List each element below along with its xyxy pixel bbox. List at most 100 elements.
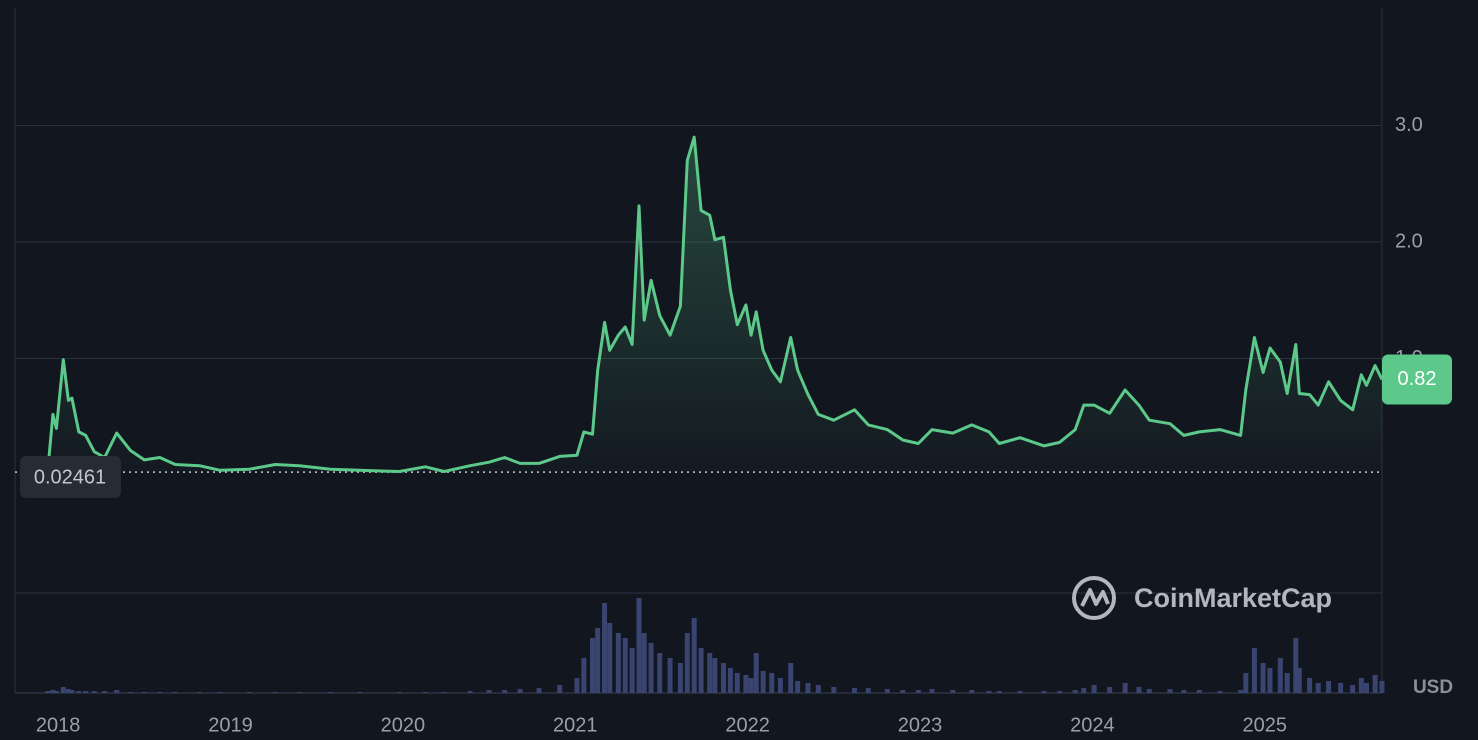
volume-bar (83, 691, 89, 693)
volume-bar (196, 692, 202, 693)
volume-bar (217, 692, 223, 693)
volume-bar (1081, 688, 1087, 693)
volume-bar (127, 692, 133, 693)
volume-bar (1041, 691, 1047, 693)
volume-bar (753, 653, 759, 693)
baseline-label: 0.02461 (34, 466, 106, 488)
volume-bar (502, 690, 508, 693)
volume-bar (636, 598, 642, 693)
volume-bar (641, 633, 647, 693)
volume-bar (557, 685, 563, 693)
volume-bar (831, 687, 837, 693)
volume-bar (969, 690, 975, 693)
volume-bar (760, 671, 766, 693)
volume-bar (595, 628, 601, 693)
volume-bar (1296, 668, 1302, 693)
volume-bar (805, 683, 811, 693)
volume-bar (1293, 638, 1299, 693)
x-tick-label: 2023 (898, 714, 943, 736)
volume-bar (1372, 675, 1378, 693)
watermark-text: CoinMarketCap (1134, 583, 1332, 613)
volume-bar (900, 690, 906, 693)
volume-bar (1379, 681, 1385, 693)
volume-bar (852, 688, 858, 693)
x-tick-label: 2018 (36, 714, 81, 736)
volume-bar (589, 638, 595, 693)
volume-bar (114, 690, 120, 693)
volume-bar (677, 663, 683, 693)
volume-bar (1146, 689, 1152, 693)
volume-bar (684, 633, 690, 693)
volume-bar (69, 690, 75, 693)
volume-bar (422, 692, 428, 693)
volume-bar (1181, 690, 1187, 693)
volume-bar (1196, 690, 1202, 693)
y-tick-label: 3.0 (1395, 114, 1423, 136)
x-tick-label: 2025 (1243, 714, 1288, 736)
volume-bar (1057, 691, 1063, 693)
volume-bar (296, 692, 302, 693)
volume-bar (50, 690, 56, 693)
volume-bar (915, 690, 921, 693)
volume-bar (788, 663, 794, 693)
volume-bar (536, 688, 542, 693)
volume-bar (53, 691, 59, 693)
volume-bar (1136, 687, 1142, 693)
volume-bar (815, 685, 821, 693)
volume-bar (1307, 678, 1313, 693)
volume-bar (65, 689, 71, 693)
volume-bar (629, 648, 635, 693)
volume-bar (1017, 691, 1023, 693)
x-tick-label: 2021 (553, 714, 598, 736)
x-tick-label: 2024 (1070, 714, 1115, 736)
volume-bar (884, 689, 890, 693)
volume-bar (246, 692, 252, 693)
volume-bar (172, 692, 178, 693)
volume-bar (1350, 685, 1356, 693)
volume-bar (1260, 663, 1266, 693)
volume-bar (929, 689, 935, 693)
volume-bar (1267, 668, 1273, 693)
volume-bar (777, 678, 783, 693)
volume-bar (607, 623, 613, 693)
volume-bar (691, 618, 697, 693)
volume-bar (1284, 673, 1290, 693)
volume-bar (698, 648, 704, 693)
x-tick-label: 2019 (208, 714, 253, 736)
volume-bar (657, 653, 663, 693)
volume-bar (622, 638, 628, 693)
volume-bar (357, 692, 363, 693)
price-area (47, 137, 1383, 473)
x-tick-label: 2020 (381, 714, 426, 736)
volume-bar (1358, 678, 1364, 693)
volume-bar (467, 691, 473, 693)
volume-bar (667, 658, 673, 693)
volume-bar (327, 692, 333, 693)
volume-bar (517, 689, 523, 693)
volume-bar (986, 691, 992, 693)
volume-bar (91, 691, 97, 693)
volume-bar (865, 688, 871, 693)
volume-bar (1107, 687, 1113, 693)
volume-bar (602, 603, 608, 693)
price-tag (1382, 354, 1452, 405)
volume-bar (996, 691, 1002, 693)
volume-bar (712, 658, 718, 693)
volume-bar (1091, 685, 1097, 693)
currency-label: USD (1413, 677, 1453, 698)
baseline-tag (20, 456, 121, 498)
y-tick-label: 2.0 (1395, 230, 1423, 252)
price-line (46, 135, 1384, 473)
volume-bar (76, 691, 82, 693)
volume-bar (272, 692, 278, 693)
volume-bar (1243, 673, 1249, 693)
volume-bar (795, 681, 801, 693)
volume-bar (1315, 683, 1321, 693)
volume-bar (1122, 683, 1128, 693)
volume-bar (141, 692, 147, 693)
x-tick-label: 2022 (725, 714, 770, 736)
volume-bar (1277, 658, 1283, 693)
volume-bar (1217, 691, 1223, 693)
volume-bar (441, 692, 447, 693)
